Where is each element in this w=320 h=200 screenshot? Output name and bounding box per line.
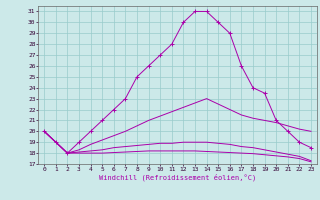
- X-axis label: Windchill (Refroidissement éolien,°C): Windchill (Refroidissement éolien,°C): [99, 173, 256, 181]
